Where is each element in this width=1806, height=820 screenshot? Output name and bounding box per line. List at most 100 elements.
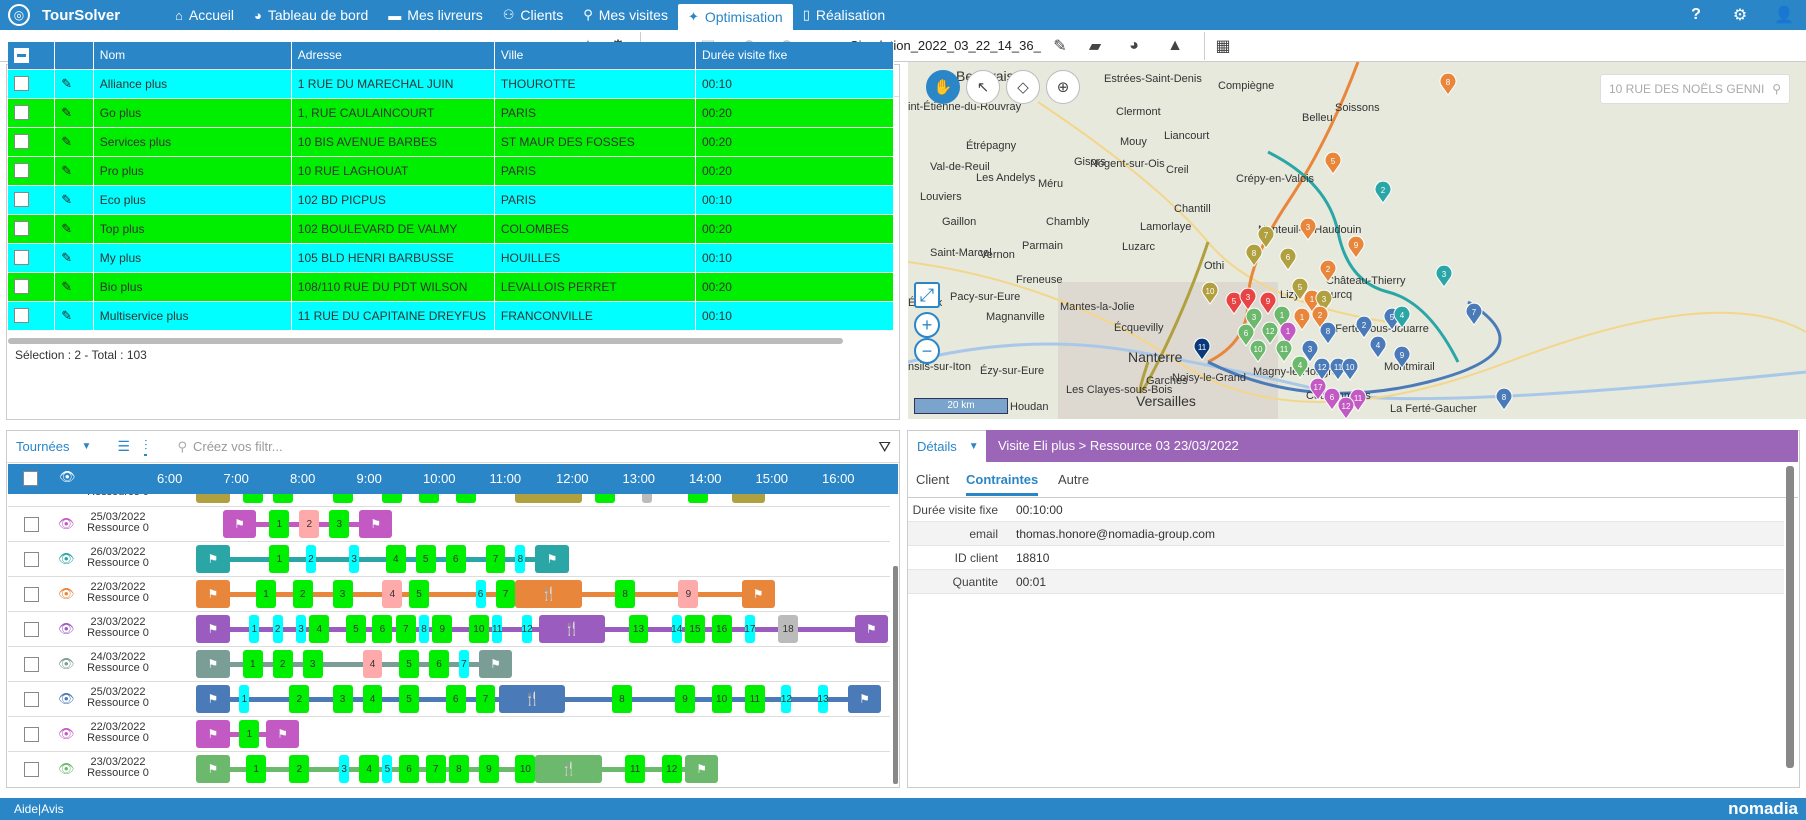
- map-marker[interactable]: 6: [1279, 247, 1297, 271]
- visit-segment[interactable]: 5: [382, 755, 393, 783]
- layout-screen-icon[interactable]: ▦: [1215, 38, 1231, 55]
- visit-segment[interactable]: [515, 494, 582, 503]
- visit-segment[interactable]: 7: [485, 545, 506, 573]
- visit-segment[interactable]: 4: [382, 580, 403, 608]
- visit-segment[interactable]: 7: [475, 685, 496, 713]
- edit-pencil-icon[interactable]: ✎: [54, 184, 94, 214]
- tours-filter[interactable]: ⚲ Créez vos filtr...: [177, 438, 283, 455]
- map-marker[interactable]: 1: [1273, 305, 1291, 329]
- tab-client[interactable]: Client: [916, 472, 950, 487]
- column-header-ville[interactable]: Ville: [494, 42, 696, 69]
- visit-segment[interactable]: 1: [269, 545, 290, 573]
- visit-segment[interactable]: 11: [625, 755, 646, 783]
- tours-selector[interactable]: Tournées: [16, 439, 70, 454]
- column-header-adresse[interactable]: Adresse: [291, 42, 495, 69]
- visit-segment[interactable]: 12: [781, 685, 792, 713]
- visit-segment[interactable]: 5: [399, 685, 419, 713]
- row-checkbox[interactable]: [24, 657, 39, 672]
- gantt-row[interactable]: 👁 22/03/2022 Ressource 0 ⚑ 1 ⚑: [8, 717, 890, 752]
- layers-icon[interactable]: ◇: [1006, 70, 1040, 104]
- visit-segment[interactable]: 9: [432, 615, 453, 643]
- visit-segment[interactable]: 4: [362, 650, 383, 678]
- nav-item-optimisation[interactable]: ✦ Optimisation: [677, 4, 793, 30]
- flag-icon[interactable]: ⚑: [854, 615, 888, 643]
- simulation-name[interactable]: Simulation_2022_03_22_14_36_: [850, 38, 1041, 53]
- visit-segment[interactable]: 3: [296, 615, 306, 643]
- map-marker[interactable]: 17: [1309, 377, 1327, 401]
- flag-icon[interactable]: ⚑: [359, 510, 393, 538]
- map-marker[interactable]: 4: [1291, 355, 1309, 379]
- visit-segment[interactable]: 9: [675, 685, 695, 713]
- gantt-row[interactable]: 👁 24/03/2022 Ressource 0 ⚑ 1 2 3 4 5 6 7 ⚑: [8, 647, 890, 682]
- map-search-input[interactable]: 10 RUE DES NOËLS GENNI ⚲: [1600, 74, 1790, 104]
- map-marker[interactable]: 12: [1337, 396, 1355, 419]
- visit-segment[interactable]: 3: [349, 545, 360, 573]
- nav-item-accueil[interactable]: ⌂ Accueil: [165, 0, 244, 30]
- visit-segment[interactable]: 4: [359, 755, 380, 783]
- visit-segment[interactable]: [382, 494, 403, 503]
- visit-segment[interactable]: 10: [515, 755, 536, 783]
- map-marker[interactable]: 3: [1239, 287, 1257, 311]
- eye-icon[interactable]: 👁: [58, 586, 75, 601]
- visit-segment[interactable]: 7: [495, 580, 516, 608]
- zoom-in-button[interactable]: +: [914, 312, 940, 338]
- table-row[interactable]: ✎ Top plus 102 BOULEVARD DE VALMY COLOMBES 0…: [8, 213, 895, 243]
- visit-segment[interactable]: 7: [395, 615, 416, 643]
- row-checkbox[interactable]: [24, 622, 39, 637]
- flag-icon[interactable]: ⚑: [196, 580, 230, 608]
- map-marker[interactable]: 2: [1319, 259, 1337, 283]
- map-marker[interactable]: 9: [1347, 235, 1365, 259]
- visit-segment[interactable]: [419, 494, 439, 503]
- visit-segment[interactable]: 3: [332, 580, 353, 608]
- visit-segment[interactable]: [688, 494, 709, 503]
- zoom-search-icon[interactable]: ⊕: [1046, 70, 1080, 104]
- help-icon[interactable]: ?: [1691, 6, 1701, 23]
- row-checkbox[interactable]: [8, 271, 56, 301]
- map-marker[interactable]: 9: [1393, 345, 1411, 369]
- map-marker[interactable]: 3: [1299, 217, 1317, 241]
- visit-segment[interactable]: 11: [492, 615, 502, 643]
- visit-segment[interactable]: [242, 494, 263, 503]
- tab-contraintes[interactable]: Contraintes: [966, 472, 1039, 496]
- visit-segment[interactable]: 2: [289, 755, 310, 783]
- details-selector[interactable]: Détails: [917, 438, 957, 454]
- user-account-icon[interactable]: 👤: [1774, 7, 1794, 24]
- flag-icon[interactable]: ⚑: [222, 510, 257, 538]
- map-marker[interactable]: 2: [1311, 305, 1329, 329]
- row-checkbox[interactable]: [24, 692, 39, 707]
- visit-segment[interactable]: 1: [239, 685, 250, 713]
- visit-segment[interactable]: 1: [269, 510, 290, 538]
- meal-break-icon[interactable]: 🍴: [538, 615, 606, 643]
- eye-icon[interactable]: 👁: [59, 469, 76, 484]
- select-all-checkbox[interactable]: [8, 42, 56, 69]
- row-checkbox[interactable]: [8, 242, 56, 272]
- map-marker[interactable]: 5: [1291, 277, 1309, 301]
- visit-segment[interactable]: 17: [744, 615, 755, 643]
- visit-segment[interactable]: 1: [256, 580, 277, 608]
- visit-segment[interactable]: [595, 494, 616, 503]
- warning-icon[interactable]: ▲: [1167, 37, 1183, 54]
- row-checkbox[interactable]: [8, 213, 56, 243]
- visit-segment[interactable]: 11: [744, 685, 765, 713]
- visit-segment[interactable]: 5: [415, 545, 436, 573]
- visit-segment[interactable]: 8: [448, 755, 469, 783]
- visit-segment[interactable]: 3: [329, 510, 350, 538]
- fullscreen-icon[interactable]: ⤢: [914, 282, 940, 308]
- column-header-duree[interactable]: Durée visite fixe: [695, 42, 895, 69]
- edit-pencil-icon[interactable]: ✎: [54, 155, 94, 185]
- funnel-filter-icon[interactable]: ⛛: [878, 439, 891, 456]
- map-marker[interactable]: 11: [1275, 339, 1293, 363]
- visit-segment[interactable]: 4: [385, 545, 406, 573]
- feedback-link[interactable]: Avis: [41, 802, 64, 816]
- table-row[interactable]: ✎ Go plus 1, RUE CAULAINCOURT PARIS 00:20: [8, 97, 895, 127]
- table-row[interactable]: ✎ Alliance plus 1 RUE DU MARECHAL JUIN THOU…: [8, 68, 895, 98]
- edit-pencil-icon[interactable]: ✎: [54, 97, 94, 127]
- gantt-row[interactable]: 👁 23/03/2022 Ressource 0 ⚑ 1 2 3 4 5 6 7 8 9 10 🍴 11 12 ⚑: [8, 752, 890, 784]
- visit-segment[interactable]: 1: [246, 755, 267, 783]
- edit-pencil-icon[interactable]: ✎: [54, 271, 94, 301]
- visit-segment[interactable]: 6: [445, 685, 466, 713]
- eye-icon[interactable]: 👁: [58, 761, 75, 776]
- gantt-view-icon[interactable]: ⫶: [143, 437, 148, 456]
- meal-break-icon[interactable]: 🍴: [498, 685, 566, 713]
- eye-icon[interactable]: 👁: [58, 551, 75, 566]
